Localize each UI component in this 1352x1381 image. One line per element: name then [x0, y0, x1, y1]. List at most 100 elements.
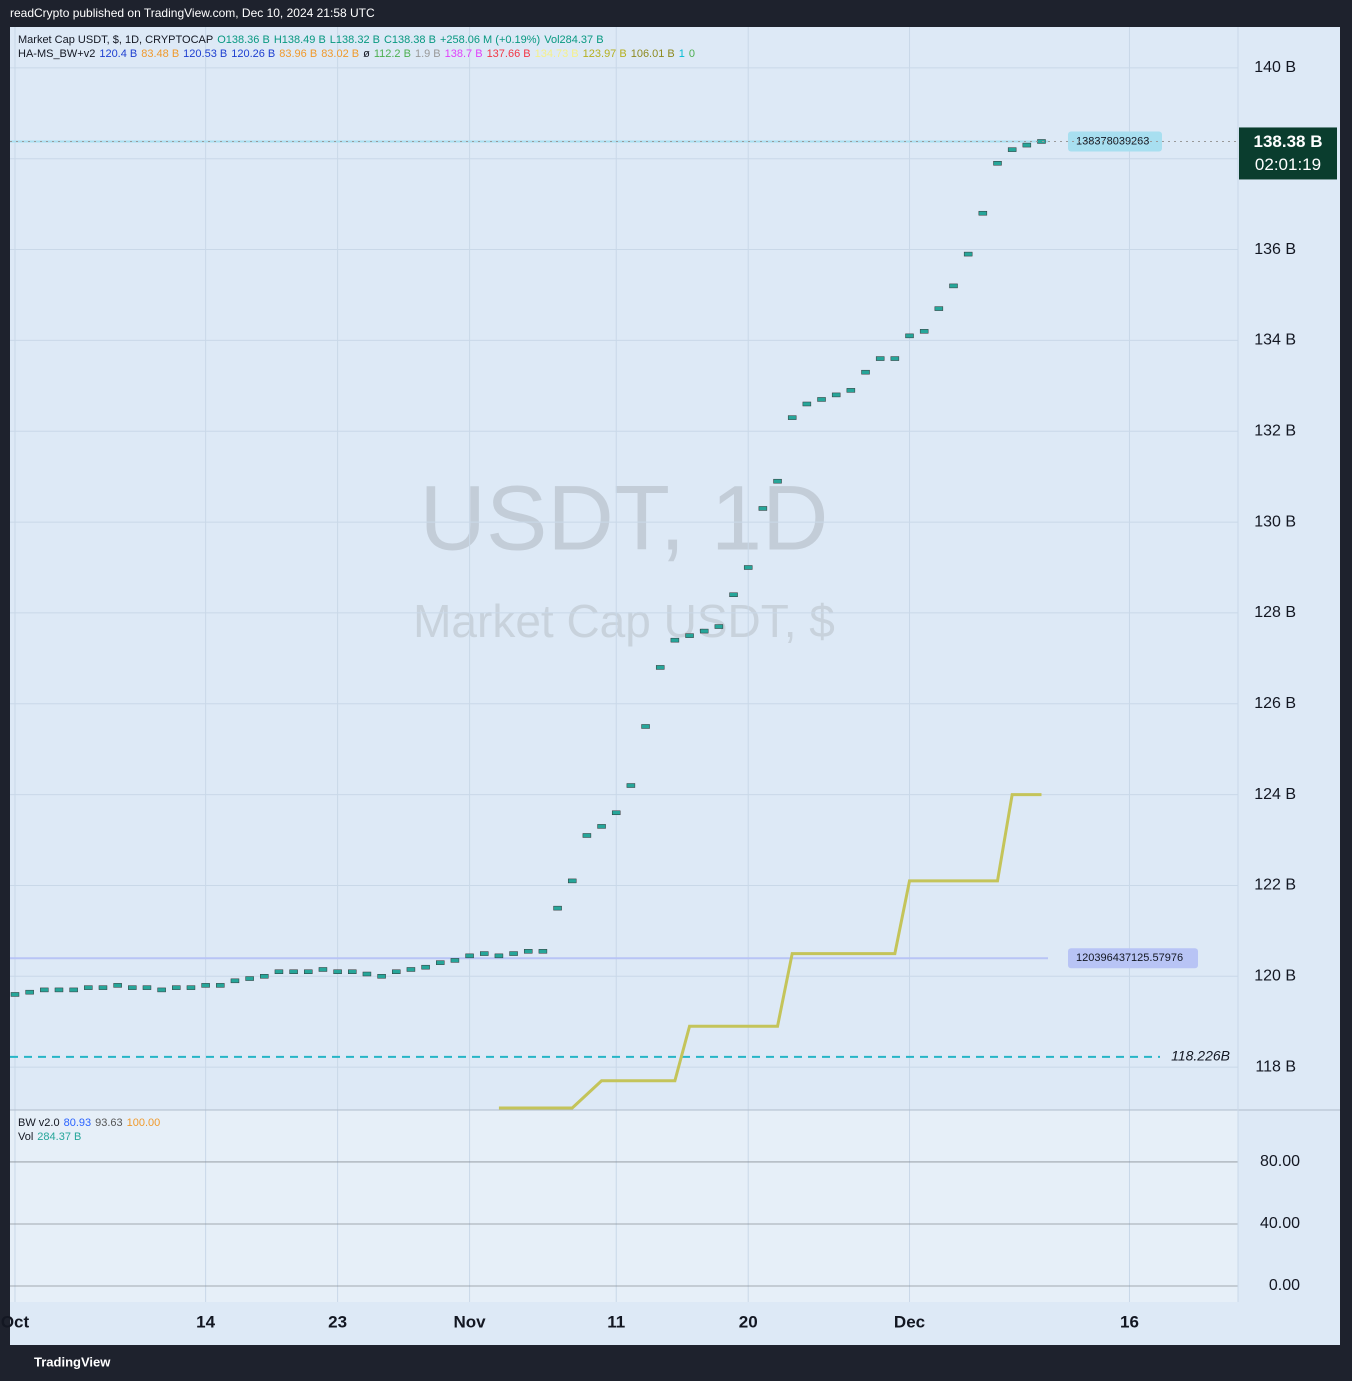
- close-marker: [817, 397, 826, 402]
- close-marker: [670, 637, 680, 643]
- close-marker: [963, 251, 973, 257]
- legend-item: 138.7 B: [444, 48, 483, 60]
- close-marker: [1007, 147, 1017, 152]
- close-marker: [392, 969, 401, 974]
- close-marker: [523, 949, 533, 954]
- y-tick-label: 130 B: [1254, 513, 1296, 530]
- legend-item: 1.9 B: [414, 48, 441, 60]
- legend-item: 80.93: [63, 1117, 92, 1129]
- close-marker: [890, 356, 900, 361]
- indicator-legend: BW v2.0 80.93 93.63 100.00 Vol 284.37 B: [18, 1117, 164, 1145]
- close-marker: [861, 369, 870, 375]
- close-marker: [934, 306, 944, 311]
- legend-item: 83.48 B: [141, 48, 180, 60]
- close-marker: [846, 388, 856, 393]
- close-marker: [406, 967, 416, 972]
- close-marker: [333, 969, 342, 974]
- close-marker: [142, 985, 152, 990]
- close-marker: [245, 976, 254, 981]
- legend-item: BW v2.0: [18, 1117, 60, 1129]
- x-tick-label: 23: [328, 1312, 347, 1331]
- legend-item: 284.37 B: [37, 1131, 82, 1143]
- close-marker: [186, 985, 196, 990]
- y-tick-label: 132 B: [1254, 422, 1296, 439]
- legend-item: Vol: [18, 1131, 34, 1143]
- legend: Market Cap USDT, $, 1D, CRYPTOCAP O138.36…: [18, 34, 699, 62]
- x-tick-label: Dec: [894, 1312, 925, 1331]
- legend-item: 137.66 B: [486, 48, 531, 60]
- close-marker: [348, 969, 357, 974]
- legend-item: 112.2 B: [373, 48, 411, 60]
- close-marker: [84, 985, 93, 990]
- close-marker: [905, 333, 914, 339]
- legend-item: 93.63: [95, 1117, 123, 1129]
- level-tag: [1068, 948, 1198, 969]
- legend-item: 106.01 B: [630, 48, 675, 60]
- countdown-label: 02:01:19: [1255, 155, 1321, 174]
- close-marker: [40, 987, 49, 993]
- close-marker: [831, 392, 841, 398]
- level-label: 120396437125.57976: [1076, 952, 1183, 964]
- close-marker: [10, 992, 20, 997]
- y-tick-label: 126 B: [1254, 695, 1296, 712]
- legend-item: 123.97 B: [582, 48, 627, 60]
- close-marker: [919, 329, 929, 334]
- close-marker: [655, 665, 665, 670]
- level-label: 138378039263: [1076, 135, 1149, 147]
- legend-item: 100.00: [126, 1117, 161, 1129]
- close-marker: [685, 633, 694, 638]
- legend-item: 120.53 B: [183, 48, 228, 60]
- y-tick-label: 128 B: [1254, 604, 1296, 621]
- legend-row: Market Cap USDT, $, 1D, CRYPTOCAP O138.36…: [18, 34, 699, 46]
- legend-item: +258.06 M (+0.19%): [439, 34, 541, 46]
- close-marker: [157, 987, 166, 993]
- last-price-label: 138.38 B: [1254, 132, 1323, 151]
- last-price-box: [1239, 127, 1337, 180]
- legend-item: Vol284.37 B: [544, 34, 604, 46]
- close-marker: [54, 987, 64, 993]
- legend-row: HA-MS_BW+v2 120.4 B 83.48 B 120.53 B 120.26 …: [18, 48, 699, 60]
- close-marker: [230, 978, 240, 984]
- legend-item: 120.4 B: [99, 48, 138, 60]
- close-marker: [567, 878, 577, 884]
- y-tick-label: 120 B: [1254, 968, 1296, 985]
- close-marker: [113, 983, 122, 988]
- close-marker: [304, 969, 313, 974]
- legend-item: 0: [688, 48, 695, 60]
- close-marker: [1022, 142, 1032, 148]
- y-tick-label: 0.00: [1269, 1277, 1300, 1294]
- header-title: readCrypto published on TradingView.com,…: [10, 6, 375, 20]
- legend-row: Vol 284.37 B: [18, 1131, 164, 1143]
- legend-row: BW v2.0 80.93 93.63 100.00: [18, 1117, 164, 1129]
- legend-item: Market Cap USDT, $, 1D, CRYPTOCAP: [18, 34, 214, 46]
- close-marker: [582, 833, 592, 838]
- watermark-subtitle: Market Cap USDT, $: [413, 595, 835, 647]
- close-marker: [201, 983, 210, 988]
- x-tick-label: 20: [739, 1312, 758, 1331]
- close-marker: [128, 985, 137, 990]
- legend-item: 83.96 B: [279, 48, 318, 60]
- close-marker: [699, 628, 709, 634]
- close-marker: [98, 985, 108, 990]
- close-marker: [978, 210, 988, 216]
- level-line-series: [498, 793, 1042, 1110]
- indicator-background: [10, 1110, 1238, 1302]
- close-marker: [802, 401, 812, 407]
- close-marker: [509, 951, 518, 956]
- close-marker: [318, 967, 328, 972]
- brand: TradingView: [34, 1354, 111, 1369]
- legend-item: 134.73 B: [534, 48, 579, 60]
- watermark: USDT, 1D: [420, 467, 829, 569]
- close-marker: [553, 905, 562, 911]
- close-marker: [362, 971, 372, 977]
- close-marker: [641, 724, 650, 729]
- legend-item: 120.26 B: [231, 48, 276, 60]
- legend-item: O138.36 B: [217, 34, 270, 46]
- close-marker: [626, 783, 636, 788]
- legend-item: ø: [363, 48, 370, 60]
- y-tick-label: 122 B: [1254, 877, 1296, 894]
- y-tick-label: 118 B: [1255, 1058, 1296, 1075]
- x-tick-label: Nov: [454, 1312, 487, 1331]
